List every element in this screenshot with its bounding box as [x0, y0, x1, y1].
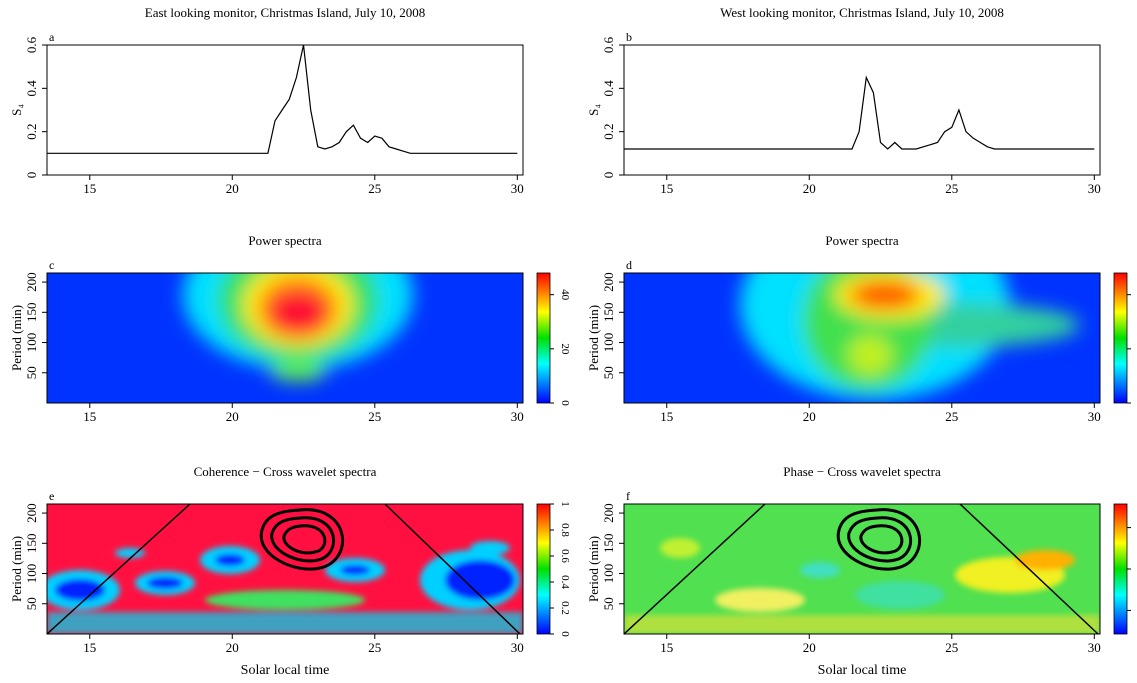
x-tick-label: 30 [1088, 181, 1101, 196]
x-axis-label: Solar local time [241, 663, 330, 678]
colorbar-tick-label: 0 [559, 400, 571, 406]
x-tick-label: 30 [1088, 409, 1101, 424]
y-tick-label: 200 [601, 503, 616, 523]
y-tick-label: 100 [601, 333, 616, 353]
panel-label: f [626, 489, 630, 503]
panel-label: a [49, 30, 55, 44]
x-tick-label: 30 [511, 640, 524, 655]
plot-frame [46, 44, 524, 176]
colorbar-tick-label: 0.4 [559, 575, 571, 589]
colorbar-tick-label: 0.2 [559, 601, 571, 615]
y-tick-label: 0.2 [601, 124, 616, 140]
plot-frame [623, 503, 1101, 635]
y-tick-label: 200 [24, 503, 39, 523]
panel-title: Power spectra [825, 233, 899, 248]
x-tick-label: 20 [803, 640, 816, 655]
panel-title: East looking monitor, Christmas Island, … [145, 5, 425, 20]
x-tick-label: 15 [660, 409, 673, 424]
panel-label: d [626, 258, 632, 272]
x-tick-label: 15 [83, 409, 96, 424]
panel-title: Power spectra [248, 233, 322, 248]
x-tick-label: 25 [945, 640, 958, 655]
y-axis-label: Period (min) [9, 305, 24, 371]
panel-label: c [49, 258, 54, 272]
s4-line [624, 75, 1095, 150]
cone-and-contours [46, 503, 1099, 635]
x-tick-label: 15 [660, 640, 673, 655]
panel-label: e [49, 489, 54, 503]
y-tick-label: 0 [601, 172, 616, 179]
y-tick-label: 0.6 [601, 36, 616, 53]
y-axis-label: S₄ [9, 104, 24, 116]
panel-title: West looking monitor, Christmas Island, … [720, 5, 1004, 20]
y-tick-label: 0.4 [24, 80, 39, 97]
y-tick-label: 50 [601, 366, 616, 379]
plot-frame [623, 272, 1101, 404]
colorbar [1113, 503, 1128, 635]
y-tick-label: 100 [24, 564, 39, 584]
y-tick-label: 100 [24, 333, 39, 353]
x-tick-label: 30 [511, 409, 524, 424]
power-map-d [624, 273, 1100, 403]
y-tick-label: 0 [24, 172, 39, 179]
x-tick-label: 25 [945, 181, 958, 196]
y-tick-label: 150 [24, 534, 39, 554]
x-tick-label: 20 [226, 181, 239, 196]
y-axis-label: Period (min) [586, 305, 601, 371]
x-tick-label: 25 [945, 409, 958, 424]
y-tick-label: 0.6 [24, 36, 39, 53]
x-tick-label: 20 [803, 409, 816, 424]
y-tick-label: 200 [24, 272, 39, 292]
x-tick-label: 20 [226, 640, 239, 655]
x-tick-label: 30 [511, 181, 524, 196]
x-tick-label: 25 [368, 181, 381, 196]
phase-map-f [624, 504, 1100, 634]
colorbar-tick-label: 0.8 [559, 523, 571, 537]
colorbar [1113, 272, 1128, 404]
y-tick-label: 0.4 [601, 80, 616, 97]
colorbar-tick-label: 1 [559, 501, 571, 507]
x-tick-label: 20 [226, 409, 239, 424]
y-tick-label: 150 [601, 534, 616, 554]
x-tick-label: 15 [660, 181, 673, 196]
plot-frame [46, 272, 524, 404]
colorbar-tick-label: 0 [559, 631, 571, 637]
coherence-map-e [47, 504, 523, 634]
y-tick-label: 50 [601, 597, 616, 610]
colorbar-tick-label: 20 [559, 343, 571, 355]
x-tick-label: 20 [803, 181, 816, 196]
colorbar [536, 503, 551, 635]
x-axis-label: Solar local time [818, 663, 907, 678]
x-tick-label: 15 [83, 640, 96, 655]
panel-title: Coherence − Cross wavelet spectra [194, 464, 377, 479]
s4-line [47, 44, 518, 154]
panel-label: b [626, 30, 632, 44]
plot-frame [623, 44, 1101, 176]
x-tick-label: 15 [83, 181, 96, 196]
y-tick-label: 150 [24, 303, 39, 323]
y-tick-label: 150 [601, 303, 616, 323]
plot-frame [46, 503, 524, 635]
y-tick-label: 50 [24, 597, 39, 610]
colorbar [536, 272, 551, 404]
power-map-c [47, 273, 523, 403]
y-tick-label: 0.2 [24, 124, 39, 140]
y-axis-label: S₄ [586, 104, 601, 116]
y-axis-label: Period (min) [586, 536, 601, 602]
y-tick-label: 100 [601, 564, 616, 584]
x-tick-label: 25 [368, 409, 381, 424]
x-tick-label: 25 [368, 640, 381, 655]
panel-title: Phase − Cross wavelet spectra [783, 464, 941, 479]
y-axis-label: Period (min) [9, 536, 24, 602]
colorbar-tick-label: 40 [559, 289, 571, 301]
y-tick-label: 50 [24, 366, 39, 379]
x-tick-label: 30 [1088, 640, 1101, 655]
colorbar-tick-label: 0.6 [559, 549, 571, 563]
y-tick-label: 200 [601, 272, 616, 292]
